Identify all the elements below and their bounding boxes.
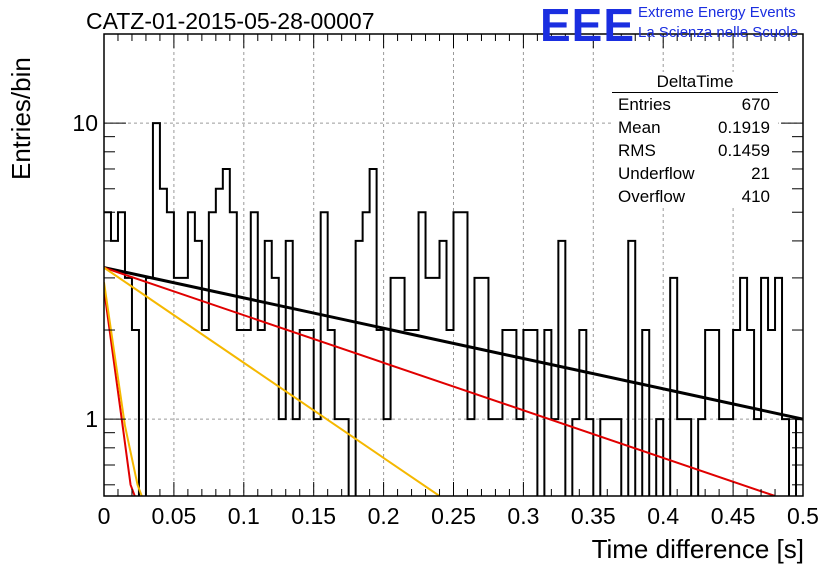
x-tick-label: 0.45 <box>711 503 756 529</box>
stats-row-overflow: Overflow 410 <box>612 185 778 208</box>
stats-label: RMS <box>618 141 656 160</box>
stats-value: 410 <box>741 187 770 206</box>
x-tick-label: 0.35 <box>571 503 616 529</box>
stats-row-underflow: Underflow 21 <box>612 162 778 185</box>
chart-title: CATZ-01-2015-05-28-00007 <box>86 8 375 34</box>
stats-row-rms: RMS 0.1459 <box>612 139 778 162</box>
stats-label: Mean <box>618 118 661 137</box>
y-tick-label: 1 <box>85 406 98 432</box>
x-tick-label: 0.15 <box>291 503 336 529</box>
stats-row-mean: Mean 0.1919 <box>612 116 778 139</box>
stats-box-title: DeltaTime <box>612 72 778 93</box>
fit-line <box>104 288 136 496</box>
x-tick-label: 0.1 <box>228 503 260 529</box>
eee-logo: EEE <box>540 0 636 51</box>
logo-subtitle-line1: Extreme Energy Events <box>638 4 796 21</box>
logo-subtitle-line2: La Scienza nelle Scuole <box>638 24 799 41</box>
fit-line <box>104 266 441 496</box>
stats-label: Overflow <box>618 187 686 206</box>
x-tick-label: 0.25 <box>431 503 476 529</box>
x-tick-label: 0.5 <box>787 503 819 529</box>
x-tick-label: 0.2 <box>368 503 400 529</box>
x-tick-label: 0.3 <box>507 503 539 529</box>
stats-row-entries: Entries 670 <box>612 93 778 116</box>
stats-label: Underflow <box>618 164 695 183</box>
x-tick-label: 0.05 <box>152 503 197 529</box>
x-tick-label: 0 <box>98 503 111 529</box>
stats-label: Entries <box>618 95 671 114</box>
x-axis-label: Time difference [s] <box>591 534 804 564</box>
y-axis-label: Entries/bin <box>6 57 36 180</box>
stats-value: 21 <box>751 164 770 183</box>
stats-value: 0.1919 <box>718 118 770 137</box>
stats-value: 0.1459 <box>718 141 770 160</box>
histogram-outline <box>104 122 803 496</box>
stats-box: DeltaTime Entries 670 Mean 0.1919 RMS 0.… <box>612 72 778 208</box>
fit-line <box>104 266 803 421</box>
x-tick-label: 0.4 <box>647 503 679 529</box>
fit-line <box>104 266 776 496</box>
stats-value: 670 <box>741 95 770 114</box>
y-tick-label: 10 <box>72 110 98 136</box>
fit-line <box>104 282 143 496</box>
